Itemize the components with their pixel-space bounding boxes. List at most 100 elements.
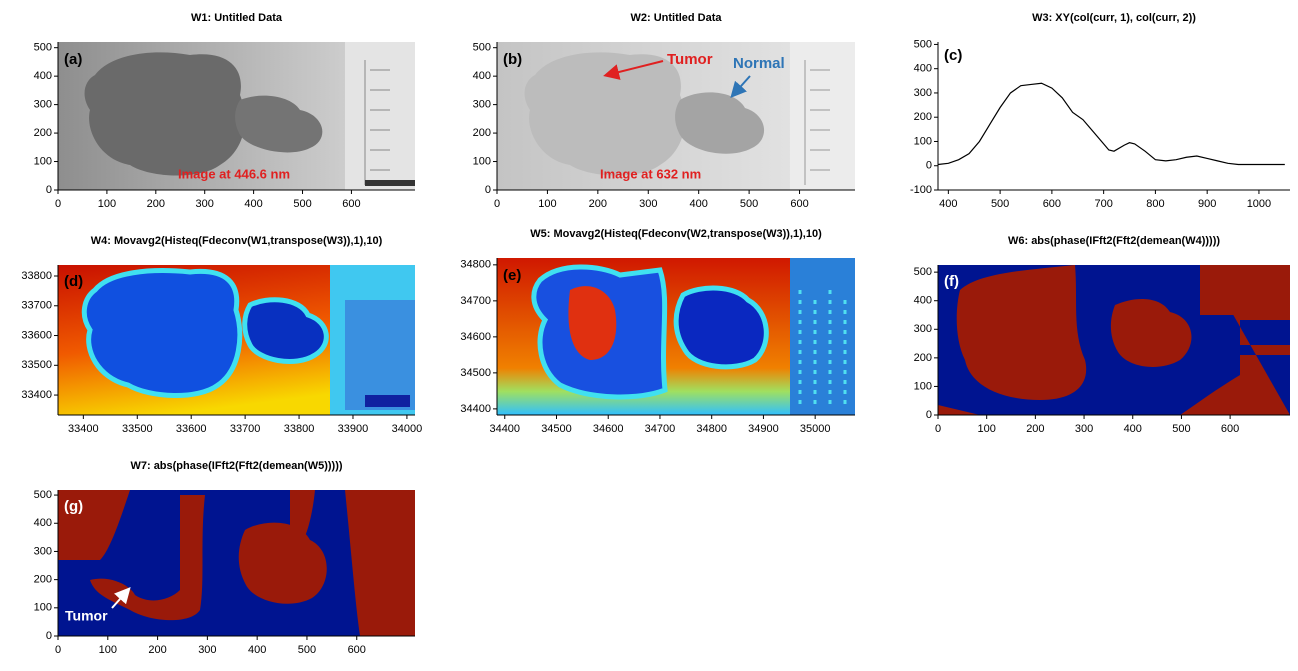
y-tick-label: 500 xyxy=(473,42,491,54)
panel-label: (f) xyxy=(944,273,959,290)
x-tick-label: 33600 xyxy=(176,423,207,435)
y-tick-label: 33400 xyxy=(21,389,52,401)
annotation: Tumor xyxy=(65,608,108,624)
y-tick-label: 34400 xyxy=(460,403,491,415)
panel-c-label: (c) xyxy=(940,45,966,65)
x-tick-label: 0 xyxy=(55,198,61,210)
y-tick-label: 34500 xyxy=(460,367,491,379)
y-tick-label: 500 xyxy=(34,489,52,501)
x-tick-label: 100 xyxy=(978,423,996,435)
y-tick-label: 200 xyxy=(914,352,932,364)
line xyxy=(938,83,1285,164)
x-tick-label: 34800 xyxy=(696,423,727,435)
y-tick-label: 100 xyxy=(34,155,52,167)
y-tick-label: 300 xyxy=(914,323,932,335)
y-tick-label: 100 xyxy=(914,380,932,392)
y-tick-label: 33500 xyxy=(21,359,52,371)
x-tick-label: 500 xyxy=(1172,423,1190,435)
annotation: Image at 446.6 nm xyxy=(178,166,290,181)
page: (a) Image at 446.6 nm (b) Tumor Normal I… xyxy=(0,0,1298,671)
image-f: (f) xyxy=(938,265,1290,415)
x-tick-label: 33800 xyxy=(284,423,315,435)
y-tick-label: 400 xyxy=(34,70,52,82)
x-tick-label: 600 xyxy=(348,644,366,656)
y-tick-label: 300 xyxy=(34,545,52,557)
x-tick-label: 0 xyxy=(55,644,61,656)
x-tick-label: 33900 xyxy=(338,423,369,435)
y-tick-label: 500 xyxy=(914,38,932,50)
x-tick-label: 34700 xyxy=(645,423,676,435)
y-tick-label: 100 xyxy=(473,155,491,167)
x-tick-label: 34500 xyxy=(541,423,572,435)
y-tick-label: 200 xyxy=(914,111,932,123)
image-b: (b) Tumor Normal Image at 632 nm xyxy=(497,42,855,190)
y-tick-label: 34700 xyxy=(460,295,491,307)
x-tick-label: 400 xyxy=(1124,423,1142,435)
x-tick-label: 400 xyxy=(690,198,708,210)
y-tick-label: 33800 xyxy=(21,270,52,282)
x-tick-label: 34900 xyxy=(748,423,779,435)
panel-title: W7: abs(phase(IFft2(Fft2(demean(W5))))) xyxy=(130,460,342,472)
x-tick-label: 500 xyxy=(740,198,758,210)
y-tick-label: 500 xyxy=(914,266,932,278)
x-tick-label: 300 xyxy=(639,198,657,210)
y-tick-label: 100 xyxy=(914,135,932,147)
figure: (a) Image at 446.6 nm (b) Tumor Normal I… xyxy=(0,0,1298,666)
x-tick-label: 0 xyxy=(494,198,500,210)
x-tick-label: 400 xyxy=(244,198,262,210)
x-tick-label: 34000 xyxy=(392,423,423,435)
panel-label: (c) xyxy=(944,47,962,64)
x-tick-label: 600 xyxy=(790,198,808,210)
y-tick-label: 0 xyxy=(926,160,932,172)
y-tick-label: -100 xyxy=(910,184,932,196)
x-tick-label: 100 xyxy=(538,198,556,210)
y-tick-label: 400 xyxy=(473,70,491,82)
x-tick-label: 400 xyxy=(248,644,266,656)
panel-label: (g) xyxy=(64,498,83,515)
x-tick-label: 600 xyxy=(1221,423,1239,435)
annotation: Tumor xyxy=(667,51,713,68)
x-tick-label: 200 xyxy=(148,644,166,656)
image-e: (e) xyxy=(497,258,855,415)
panel-label: (e) xyxy=(503,267,521,284)
panel-title: W5: Movavg2(Histeq(Fdeconv(W2,transpose(… xyxy=(530,228,822,240)
panel-title: W6: abs(phase(IFft2(Fft2(demean(W4))))) xyxy=(1008,235,1220,247)
y-tick-label: 200 xyxy=(473,127,491,139)
x-tick-label: 600 xyxy=(1043,198,1061,210)
y-tick-label: 34600 xyxy=(460,331,491,343)
panel-label: (b) xyxy=(503,51,522,68)
y-tick-label: 400 xyxy=(914,295,932,307)
y-tick-label: 0 xyxy=(46,630,52,642)
y-tick-label: 300 xyxy=(34,99,52,111)
x-tick-label: 500 xyxy=(293,198,311,210)
x-tick-label: 500 xyxy=(298,644,316,656)
y-tick-label: 200 xyxy=(34,127,52,139)
x-tick-label: 800 xyxy=(1146,198,1164,210)
y-tick-label: 0 xyxy=(926,409,932,421)
annotation: Normal xyxy=(733,55,785,72)
x-tick-label: 300 xyxy=(196,198,214,210)
x-tick-label: 100 xyxy=(99,644,117,656)
x-tick-label: 1000 xyxy=(1247,198,1271,210)
x-tick-label: 700 xyxy=(1094,198,1112,210)
x-tick-label: 34400 xyxy=(489,423,520,435)
x-tick-label: 400 xyxy=(939,198,957,210)
x-tick-label: 35000 xyxy=(800,423,831,435)
y-tick-label: 100 xyxy=(34,602,52,614)
y-tick-label: 400 xyxy=(914,63,932,75)
image-a: (a) Image at 446.6 nm xyxy=(58,42,415,190)
x-tick-label: 0 xyxy=(935,423,941,435)
x-tick-label: 200 xyxy=(1026,423,1044,435)
image-d: (d) xyxy=(58,265,415,415)
panel-title: W1: Untitled Data xyxy=(191,12,283,24)
y-tick-label: 200 xyxy=(34,574,52,586)
x-tick-label: 300 xyxy=(198,644,216,656)
y-tick-label: 300 xyxy=(473,99,491,111)
x-tick-label: 600 xyxy=(342,198,360,210)
panel-title: W3: XY(col(curr, 1), col(curr, 2)) xyxy=(1032,12,1196,24)
x-tick-label: 33500 xyxy=(122,423,153,435)
x-tick-label: 500 xyxy=(991,198,1009,210)
y-tick-label: 34800 xyxy=(460,259,491,271)
y-tick-label: 33600 xyxy=(21,329,52,341)
x-tick-label: 200 xyxy=(147,198,165,210)
